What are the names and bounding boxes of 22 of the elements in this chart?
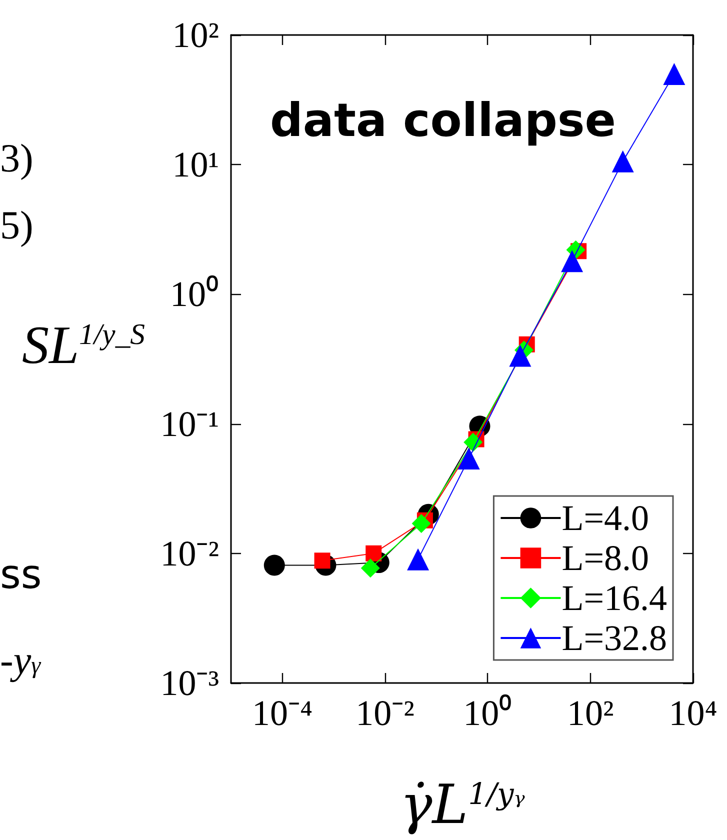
text: ss (0, 552, 42, 598)
x-tick-label: 10² (566, 693, 614, 733)
y-tick-label: 10¹ (172, 144, 219, 185)
text: -yγ (0, 638, 42, 682)
text: 5) (0, 202, 34, 248)
y-tick-label: 10⁻³ (160, 663, 220, 703)
legend-label: L=4.0 (562, 498, 650, 538)
x-tick-label: 10⁴ (668, 693, 718, 733)
y-axis-title: SL$^{1/y_S}$ (22, 315, 146, 375)
y-tick-label: 10⁻² (160, 533, 219, 574)
legend-label: L=8.0 (562, 538, 650, 578)
y-tick-label: 10² (172, 15, 219, 55)
x-axis-title: γ̇L$^{1/yᵧ}$ (400, 773, 525, 836)
x-tick-label: 10⁻⁴ (252, 693, 313, 733)
legend-label: L=16.4 (562, 578, 668, 618)
y-tick-label: 10⁻¹ (160, 404, 219, 444)
x-tick-label: 10⁻² (356, 693, 414, 733)
text: 3) (0, 136, 34, 180)
x-tick-label: 10⁰ (463, 693, 512, 733)
text: data collapse (270, 93, 616, 147)
legend-label: L=32.8 (562, 618, 668, 658)
y-tick-label: 10⁰ (170, 274, 219, 314)
